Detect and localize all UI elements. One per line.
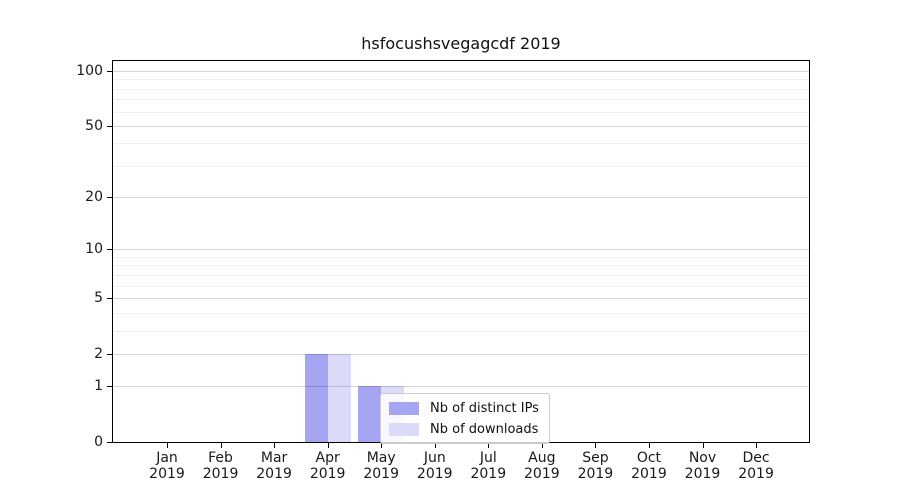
x-tick-label: Dec 2019 <box>724 450 788 482</box>
y-tick-label: 20 <box>85 189 103 206</box>
x-tick-month: Jul <box>479 450 497 466</box>
x-tick-month: Aug <box>528 450 556 466</box>
y-axis-tick <box>107 125 112 127</box>
x-tick-month: Feb <box>208 450 233 466</box>
chart-legend: Nb of distinct IPs Nb of downloads <box>380 393 550 444</box>
x-tick-label: Feb 2019 <box>189 450 253 482</box>
major-gridline <box>113 249 809 251</box>
minor-gridline <box>113 88 809 90</box>
minor-gridline <box>113 330 809 332</box>
major-gridline <box>113 197 809 199</box>
x-tick-label: Mar 2019 <box>242 450 306 482</box>
minor-gridline <box>113 285 809 287</box>
legend-swatch <box>389 422 419 436</box>
x-tick-month: May <box>366 450 396 466</box>
y-axis-tick <box>107 297 112 299</box>
x-axis-tick <box>541 443 543 448</box>
minor-gridline <box>113 274 809 276</box>
minor-gridline <box>113 256 809 258</box>
legend-label: Nb of distinct IPs <box>430 400 539 416</box>
x-tick-year: 2019 <box>202 466 239 482</box>
x-axis-tick <box>274 443 276 448</box>
y-axis-tick <box>107 71 112 72</box>
x-axis-tick <box>434 443 436 448</box>
y-axis-tick <box>107 353 112 355</box>
y-axis-tick <box>107 249 112 251</box>
x-tick-label: Aug 2019 <box>510 450 574 482</box>
x-axis-tick <box>488 443 490 448</box>
x-tick-year: 2019 <box>577 466 614 482</box>
x-tick-month: Jun <box>423 450 446 466</box>
plot-area: Nb of distinct IPs Nb of downloads <box>112 60 810 444</box>
x-tick-month: Apr <box>315 450 340 466</box>
x-tick-year: 2019 <box>470 466 507 482</box>
x-tick-year: 2019 <box>738 466 774 482</box>
y-tick-label: 0 <box>94 434 103 450</box>
x-axis-tick <box>756 443 758 448</box>
major-gridline <box>113 71 809 72</box>
x-tick-label: Jan 2019 <box>135 450 199 482</box>
y-tick-label: 1 <box>94 378 103 395</box>
major-gridline <box>113 297 809 299</box>
x-tick-year: 2019 <box>631 466 667 482</box>
x-tick-label: Oct 2019 <box>617 450 681 482</box>
y-tick-label: 5 <box>94 289 103 306</box>
major-gridline <box>113 353 809 355</box>
x-tick-year: 2019 <box>524 466 560 482</box>
x-axis-tick <box>167 443 168 448</box>
y-tick-label: 50 <box>85 117 103 134</box>
x-tick-label: Sep 2019 <box>563 450 627 482</box>
x-tick-label: Nov 2019 <box>671 450 735 482</box>
x-tick-year: 2019 <box>256 466 292 482</box>
bar-distinct-ips <box>304 353 328 442</box>
x-axis-tick <box>381 443 383 448</box>
bar-distinct-ips <box>358 386 382 442</box>
major-gridline <box>113 386 809 388</box>
minor-gridline <box>113 99 809 101</box>
x-tick-year: 2019 <box>363 466 399 482</box>
x-tick-month: Oct <box>636 450 662 466</box>
x-tick-month: Dec <box>742 450 770 466</box>
bar-downloads <box>327 353 351 442</box>
x-tick-label: May 2019 <box>349 450 413 482</box>
x-tick-year: 2019 <box>309 466 346 482</box>
y-tick-label: 2 <box>94 345 103 362</box>
x-axis-tick <box>648 443 650 448</box>
x-tick-year: 2019 <box>416 466 453 482</box>
legend-row: Nb of distinct IPs <box>389 400 539 416</box>
x-tick-label: Jul 2019 <box>456 450 520 482</box>
legend-label: Nb of downloads <box>430 421 539 437</box>
y-axis-tick <box>107 386 112 388</box>
y-axis-tick <box>107 197 112 199</box>
x-tick-month: Nov <box>688 450 717 466</box>
minor-gridline <box>113 265 809 267</box>
x-axis-tick <box>595 443 597 448</box>
x-tick-year: 2019 <box>149 466 185 482</box>
x-tick-month: Jan <box>156 450 178 466</box>
minor-gridline <box>113 111 809 113</box>
x-tick-label: Apr 2019 <box>296 450 360 482</box>
major-gridline <box>113 125 809 127</box>
minor-gridline <box>113 79 809 81</box>
y-tick-label: 100 <box>76 63 103 79</box>
x-tick-month: Mar <box>260 450 288 466</box>
minor-gridline <box>113 312 809 314</box>
minor-gridline <box>113 143 809 145</box>
minor-gridline <box>113 165 809 167</box>
x-axis-tick <box>220 443 222 448</box>
y-axis-tick <box>107 442 112 443</box>
x-axis-tick <box>702 443 704 448</box>
x-tick-month: Sep <box>582 450 609 466</box>
y-tick-label: 10 <box>85 241 103 258</box>
x-tick-label: Jun 2019 <box>403 450 467 482</box>
legend-swatch <box>389 401 419 415</box>
x-tick-year: 2019 <box>684 466 721 482</box>
x-axis-tick <box>327 443 329 448</box>
legend-row: Nb of downloads <box>389 421 539 437</box>
chart-title: hsfocushsvegagcdf 2019 <box>361 34 561 53</box>
